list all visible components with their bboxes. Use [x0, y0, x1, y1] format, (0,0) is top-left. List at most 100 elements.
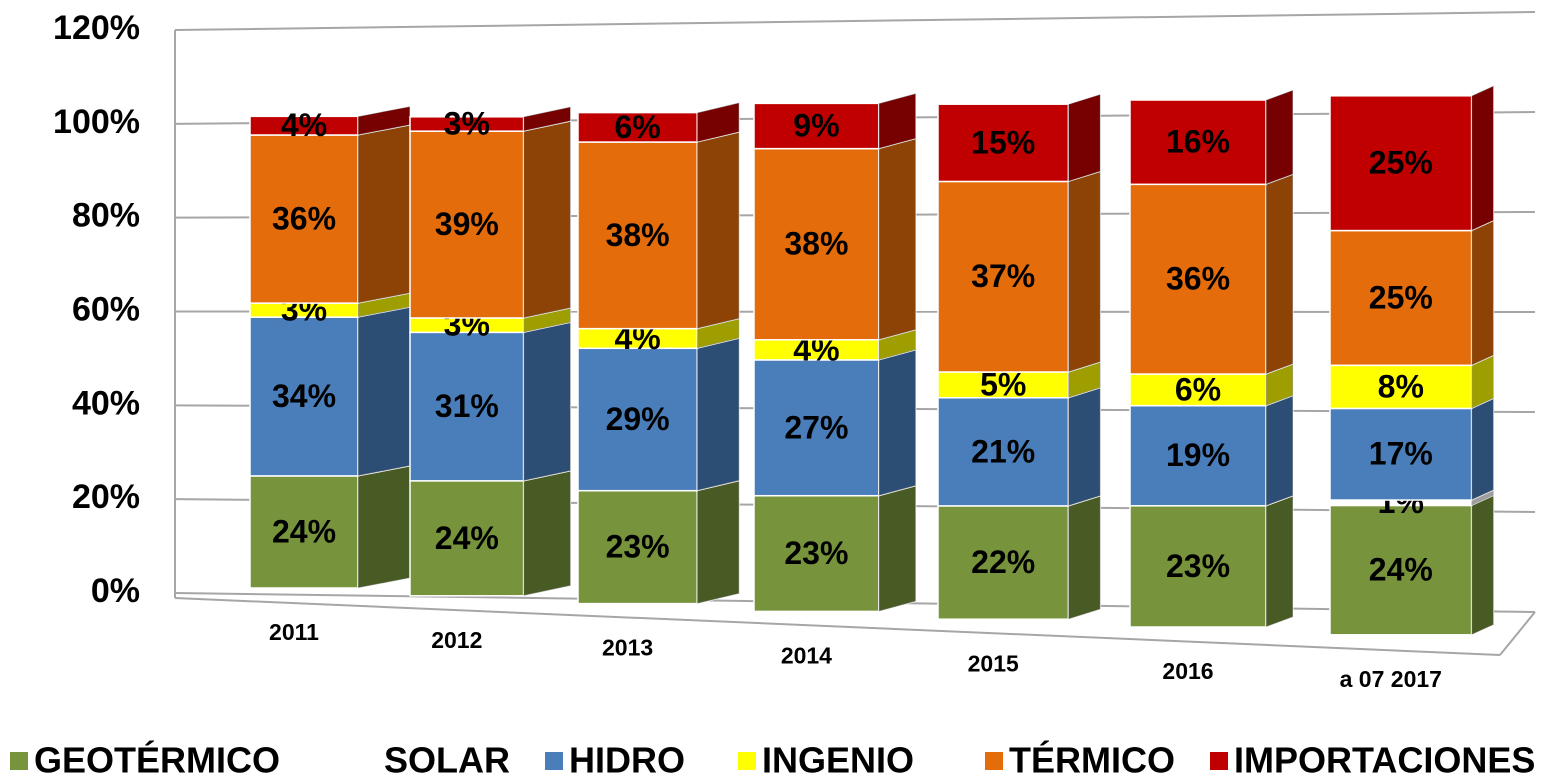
bar-side-shade	[523, 121, 571, 318]
value-label: 36%	[272, 201, 336, 237]
bar-side-shade	[1471, 85, 1494, 231]
bar-side	[523, 106, 572, 132]
bar-side-shade	[1471, 495, 1494, 635]
value-label: 29%	[606, 401, 670, 437]
legend-swatch	[738, 752, 756, 770]
y-tick-label: 0%	[91, 572, 140, 610]
x-tick-label: 2014	[781, 642, 832, 668]
value-label: 3%	[444, 105, 490, 141]
x-tick-label: 2016	[1162, 658, 1213, 684]
bar-segment	[577, 489, 698, 605]
x-tick-label: 2011	[269, 619, 319, 645]
bar-segment	[753, 494, 880, 613]
bar-side-shade	[1068, 362, 1101, 398]
value-label: 19%	[1166, 437, 1230, 473]
value-label: 25%	[1369, 279, 1433, 315]
value-label: 38%	[784, 226, 848, 262]
grid-line	[174, 11, 1536, 31]
bar-segment	[1329, 95, 1473, 232]
value-label: 15%	[971, 124, 1035, 160]
bar-segment	[409, 480, 525, 597]
bar-segment	[409, 331, 525, 482]
legend-swatch	[10, 752, 28, 770]
bar-side-shade	[697, 132, 740, 329]
legend-label: HIDRO	[569, 740, 685, 781]
value-label: 39%	[435, 206, 499, 242]
value-label: 4%	[281, 107, 327, 143]
value-label: 31%	[435, 388, 499, 424]
value-label: 24%	[435, 520, 499, 556]
floor-front-edge	[174, 597, 1501, 656]
bar-side-shade	[1471, 398, 1494, 501]
bar-side-shade	[697, 480, 740, 604]
bar-segment	[1129, 505, 1267, 628]
legend-swatch	[360, 752, 378, 770]
bar-side-shade	[1068, 94, 1101, 182]
legend-label: INGENIO	[762, 740, 914, 781]
legend-label: SOLAR	[384, 740, 510, 781]
bar-side-shade	[878, 93, 916, 149]
y-tick-label: 80%	[72, 197, 140, 235]
bar-side-shade	[1471, 490, 1494, 506]
bar-side-shade	[878, 138, 916, 340]
bar-side	[878, 92, 917, 150]
y-tick-label: 40%	[72, 384, 140, 422]
bar-side-shade	[697, 318, 740, 349]
value-label: 6%	[614, 109, 660, 145]
value-label: 23%	[1166, 548, 1230, 584]
value-label: 38%	[606, 217, 670, 253]
bar-side-shade	[358, 307, 410, 476]
bar-segment	[249, 316, 359, 477]
value-label: 37%	[971, 258, 1035, 294]
value-label: 27%	[784, 409, 848, 445]
bar-side	[357, 105, 411, 136]
bar-side	[1471, 85, 1495, 232]
bar-segment	[1329, 504, 1473, 636]
bar-segment	[1129, 99, 1267, 186]
bar-side-shade	[523, 106, 571, 132]
bar-side-shade	[358, 106, 410, 136]
bar-segment	[249, 475, 359, 589]
y-tick-label: 120%	[53, 9, 140, 47]
bar-segment	[937, 103, 1070, 183]
value-label: 23%	[784, 535, 848, 571]
value-label: 8%	[1378, 368, 1424, 404]
bar-side-shade	[1266, 395, 1293, 506]
bar-side-shade	[1266, 364, 1293, 406]
bar-side-shade	[358, 293, 410, 318]
bar-side-shade	[358, 465, 410, 588]
legend-label: GEOTÉRMICO	[34, 740, 280, 781]
value-label: 23%	[606, 529, 670, 565]
bar-segment	[937, 371, 1070, 399]
value-label: 24%	[1369, 552, 1433, 588]
bar-side-shade	[358, 125, 410, 304]
x-tick-label: 2013	[602, 635, 653, 661]
bar-segment	[1129, 183, 1267, 375]
bar-segment	[1329, 364, 1473, 410]
bar-segment	[753, 359, 880, 497]
bar-side-shade	[1068, 171, 1101, 372]
bar-side-shade	[523, 322, 571, 481]
value-label: 34%	[272, 378, 336, 414]
bar-side-shade	[697, 338, 740, 491]
legend-swatch	[545, 752, 563, 770]
bar-segment	[753, 102, 880, 150]
bar-segment	[1329, 229, 1473, 367]
bar-segment	[577, 111, 698, 143]
bar-side-shade	[878, 485, 916, 612]
bar-segment	[249, 134, 359, 304]
bar-side-shade	[1266, 495, 1293, 627]
floor-right-edge	[1499, 611, 1536, 656]
bar-segment	[753, 147, 880, 341]
legend-label: IMPORTACIONES	[1234, 740, 1535, 781]
bar-side-shade	[1471, 355, 1494, 409]
bar-segment	[937, 180, 1070, 373]
bar-side-shade	[1068, 387, 1101, 506]
y-tick-label: 100%	[53, 103, 140, 141]
value-label: 17%	[1369, 436, 1433, 472]
legend-swatch	[985, 752, 1003, 770]
bar-side-shade	[1266, 174, 1293, 375]
value-label: 6%	[1175, 371, 1221, 407]
bar-side-shade	[523, 307, 571, 333]
